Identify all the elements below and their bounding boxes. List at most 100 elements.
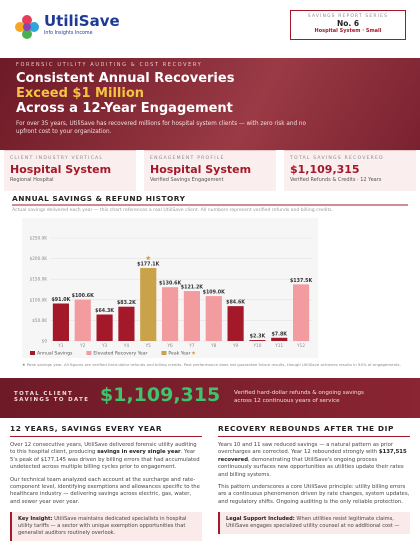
chart-title: ANNUAL SAVINGS & REFUND HISTORY <box>12 194 186 203</box>
x-tick-label: Y12 <box>296 343 305 348</box>
stat-note: Verified Savings Engagement <box>150 177 224 183</box>
bar <box>118 306 135 341</box>
paragraph: Our technical team analyzed each account… <box>10 477 202 507</box>
value-label: $64.3K <box>95 308 114 314</box>
x-tick-label: Y9 <box>232 343 239 348</box>
value-label: $84.6K <box>226 300 245 306</box>
stat-label: TOTAL SAVINGS RECOVERED <box>290 156 384 161</box>
value-label: $121.2K <box>181 285 204 291</box>
y-tick-label: $250.0K <box>30 236 48 241</box>
y-tick-label: $0 <box>42 339 48 344</box>
chart: ANNUAL SAVINGS & REFUND HISTORY Actual s… <box>12 194 408 367</box>
hero-intro: For over 35 years, UtiliSave has recover… <box>16 121 306 135</box>
bar <box>205 296 222 341</box>
x-tick-label: Y5 <box>145 343 152 348</box>
hero-kicker: FORENSIC UTILITY AUDITING & COST RECOVER… <box>16 62 203 68</box>
section-heading: 12 YEARS, SAVINGS EVERY YEAR <box>10 424 202 437</box>
stat-card: ENGAGEMENT PROFILE Hospital System Verifie… <box>144 150 276 191</box>
value-label: $177.1K <box>137 262 160 268</box>
x-tick-label: Y7 <box>188 343 195 348</box>
stat-value: $1,109,315 <box>290 163 360 176</box>
x-tick-label: Y11 <box>274 343 283 348</box>
y-tick-label: $150.0K <box>30 277 48 282</box>
y-tick-label: $100.0K <box>30 297 48 302</box>
total-value: $1,109,315 <box>100 384 221 406</box>
section-heading: RECOVERY REBOUNDS AFTER THE DIP <box>218 424 410 437</box>
bar <box>249 340 266 341</box>
x-tick-label: Y2 <box>79 343 86 348</box>
legend-label: Annual Savings <box>37 351 73 357</box>
left-column: 12 YEARS, SAVINGS EVERY YEAR Over 12 con… <box>10 424 202 542</box>
value-label: $91.0K <box>51 297 70 303</box>
stat-label: CLIENT INDUSTRY VERTICAL <box>10 156 104 161</box>
paragraph: This pattern underscores a core UtiliSav… <box>218 484 410 506</box>
paragraph: Years 10 and 11 saw reduced savings — a … <box>218 442 410 479</box>
issue-box: SAVINGS REPORT SERIES No. 6 Hospital Sys… <box>290 10 406 40</box>
text: When utilities resist legitimate claims,… <box>226 516 400 530</box>
bold-text: savings in every single year <box>97 449 181 456</box>
paragraph: Over 12 consecutive years, UtiliSave del… <box>10 442 202 472</box>
value-label: $137.5K <box>290 278 313 284</box>
legend-swatch <box>86 351 92 355</box>
headline-highlight: Exceed $1 Million <box>16 86 145 101</box>
bar <box>271 337 288 341</box>
brand: UtiliSave <box>44 12 120 30</box>
text: UtiliSave maintains dedicated specialist… <box>18 516 187 537</box>
headline: Consistent Annual Recoveries <box>16 71 235 86</box>
bar <box>74 299 91 341</box>
bar <box>96 314 113 341</box>
chart-subtitle: Actual savings delivered each year — thi… <box>12 207 333 213</box>
x-tick-label: Y6 <box>166 343 173 348</box>
issue: No. 6 <box>336 19 360 28</box>
bar <box>52 303 69 341</box>
x-tick-label: Y1 <box>57 343 64 348</box>
legend-label: Peak Year <box>168 351 190 357</box>
stat-card: TOTAL SAVINGS RECOVERED $1,109,315 Verifie… <box>284 150 416 191</box>
stat-label: ENGAGEMENT PROFILE <box>150 156 225 161</box>
stat-note: Verified Refunds & Credits · 12 Years <box>290 177 382 183</box>
logo-icon <box>15 15 39 39</box>
value-label: $7.8K <box>271 331 287 337</box>
stat-note: Regional Hospital <box>10 177 54 183</box>
legend-label: Elevated Recovery Year <box>93 351 147 357</box>
bar <box>227 306 244 341</box>
text: Our technical team analyzed each account… <box>10 476 200 505</box>
x-tick-label: Y3 <box>101 343 108 348</box>
headline: Across a 12-Year Engagement <box>16 101 233 116</box>
series-label: SAVINGS REPORT SERIES <box>307 14 389 19</box>
bold-text: Key Insight: <box>18 516 53 523</box>
value-label: $130.6K <box>159 281 182 287</box>
legend-swatch <box>30 351 35 355</box>
stat-value: Hospital System <box>10 163 112 176</box>
bold-text: Legal Support Included: <box>226 516 295 523</box>
bar <box>140 268 157 341</box>
hero: FORENSIC UTILITY AUDITING & COST RECOVER… <box>0 58 420 150</box>
text: Years 10 and 11 saw reduced savings — a … <box>218 442 393 456</box>
bold-text: $137,515 recovered <box>218 449 407 463</box>
legend-swatch <box>161 351 167 355</box>
chart-footnote: ★ Peak savings year. All figures are ver… <box>22 362 401 367</box>
text: . Year 5's peak of $177,145 was driven b… <box>10 449 200 471</box>
tagline: Info Insights Income <box>44 31 93 36</box>
x-tick-label: Y4 <box>123 343 130 348</box>
y-tick-label: $200.0K <box>30 256 48 261</box>
bar <box>183 291 200 341</box>
callout: Key Insight: UtiliSave maintains dedicat… <box>10 512 202 542</box>
total-band: TOTAL CLIENT SAVINGS TO DATE $1,109,315 … <box>0 378 420 418</box>
text: This pattern underscores a core UtiliSav… <box>218 484 410 505</box>
bar <box>162 287 179 341</box>
star-icon <box>191 351 196 355</box>
value-label: $83.2K <box>117 300 136 306</box>
bar <box>293 284 310 341</box>
x-tick-label: Y8 <box>210 343 217 348</box>
right-column: RECOVERY REBOUNDS AFTER THE DIP Years 10… <box>218 424 410 535</box>
x-tick-label: Y10 <box>252 343 261 348</box>
value-label: $2.3K <box>250 334 266 340</box>
value-label: $109.0K <box>203 290 226 296</box>
total-label: TOTAL CLIENT SAVINGS TO DATE <box>14 391 90 403</box>
y-tick-label: $50.0K <box>32 318 47 323</box>
issue-subtitle: Hospital System · Small <box>314 28 382 34</box>
stat-card: CLIENT INDUSTRY VERTICAL Hospital System R… <box>4 150 136 191</box>
text: Over 12 consecutive years, UtiliSave del… <box>10 442 197 456</box>
